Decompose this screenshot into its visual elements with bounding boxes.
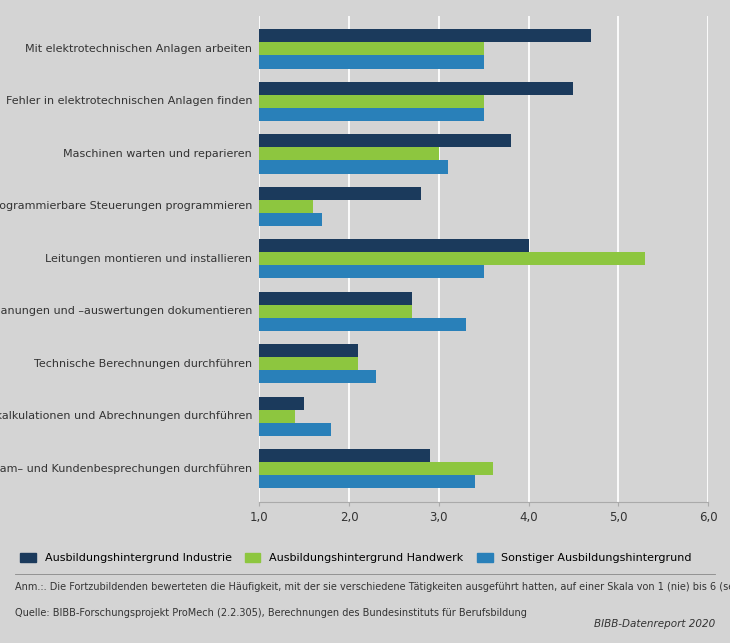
- Bar: [259, 95, 483, 108]
- Bar: [259, 29, 591, 42]
- Bar: [259, 410, 295, 423]
- Bar: [259, 55, 483, 69]
- Bar: [259, 318, 466, 331]
- Legend: Ausbildungshintergrund Industrie, Ausbildungshintergrund Handwerk, Sonstiger Aus: Ausbildungshintergrund Industrie, Ausbil…: [20, 553, 692, 563]
- Bar: [259, 358, 358, 370]
- Bar: [259, 200, 313, 213]
- Text: Quelle: BIBB-Forschungsprojekt ProMech (2.2.305), Berechnungen des Bundesinstitu: Quelle: BIBB-Forschungsprojekt ProMech (…: [15, 608, 526, 618]
- Bar: [259, 397, 304, 410]
- Bar: [259, 266, 483, 278]
- Bar: [259, 82, 574, 95]
- Text: Anm.:. Die Fortzubildenden bewerteten die Häufigkeit, mit der sie verschiedene T: Anm.:. Die Fortzubildenden bewerteten di…: [15, 582, 730, 592]
- Bar: [259, 423, 331, 436]
- Bar: [259, 292, 412, 305]
- Bar: [259, 134, 510, 147]
- Bar: [259, 239, 529, 252]
- Bar: [259, 449, 430, 462]
- Bar: [259, 160, 447, 174]
- Bar: [259, 147, 439, 160]
- Bar: [259, 186, 420, 200]
- Bar: [259, 475, 474, 489]
- Bar: [259, 462, 493, 475]
- Bar: [259, 213, 322, 226]
- Bar: [259, 370, 376, 383]
- Bar: [259, 344, 358, 358]
- Text: BIBB-Datenreport 2020: BIBB-Datenreport 2020: [594, 619, 715, 629]
- Bar: [259, 305, 412, 318]
- Bar: [259, 108, 483, 121]
- Bar: [259, 42, 483, 55]
- Bar: [259, 252, 645, 266]
